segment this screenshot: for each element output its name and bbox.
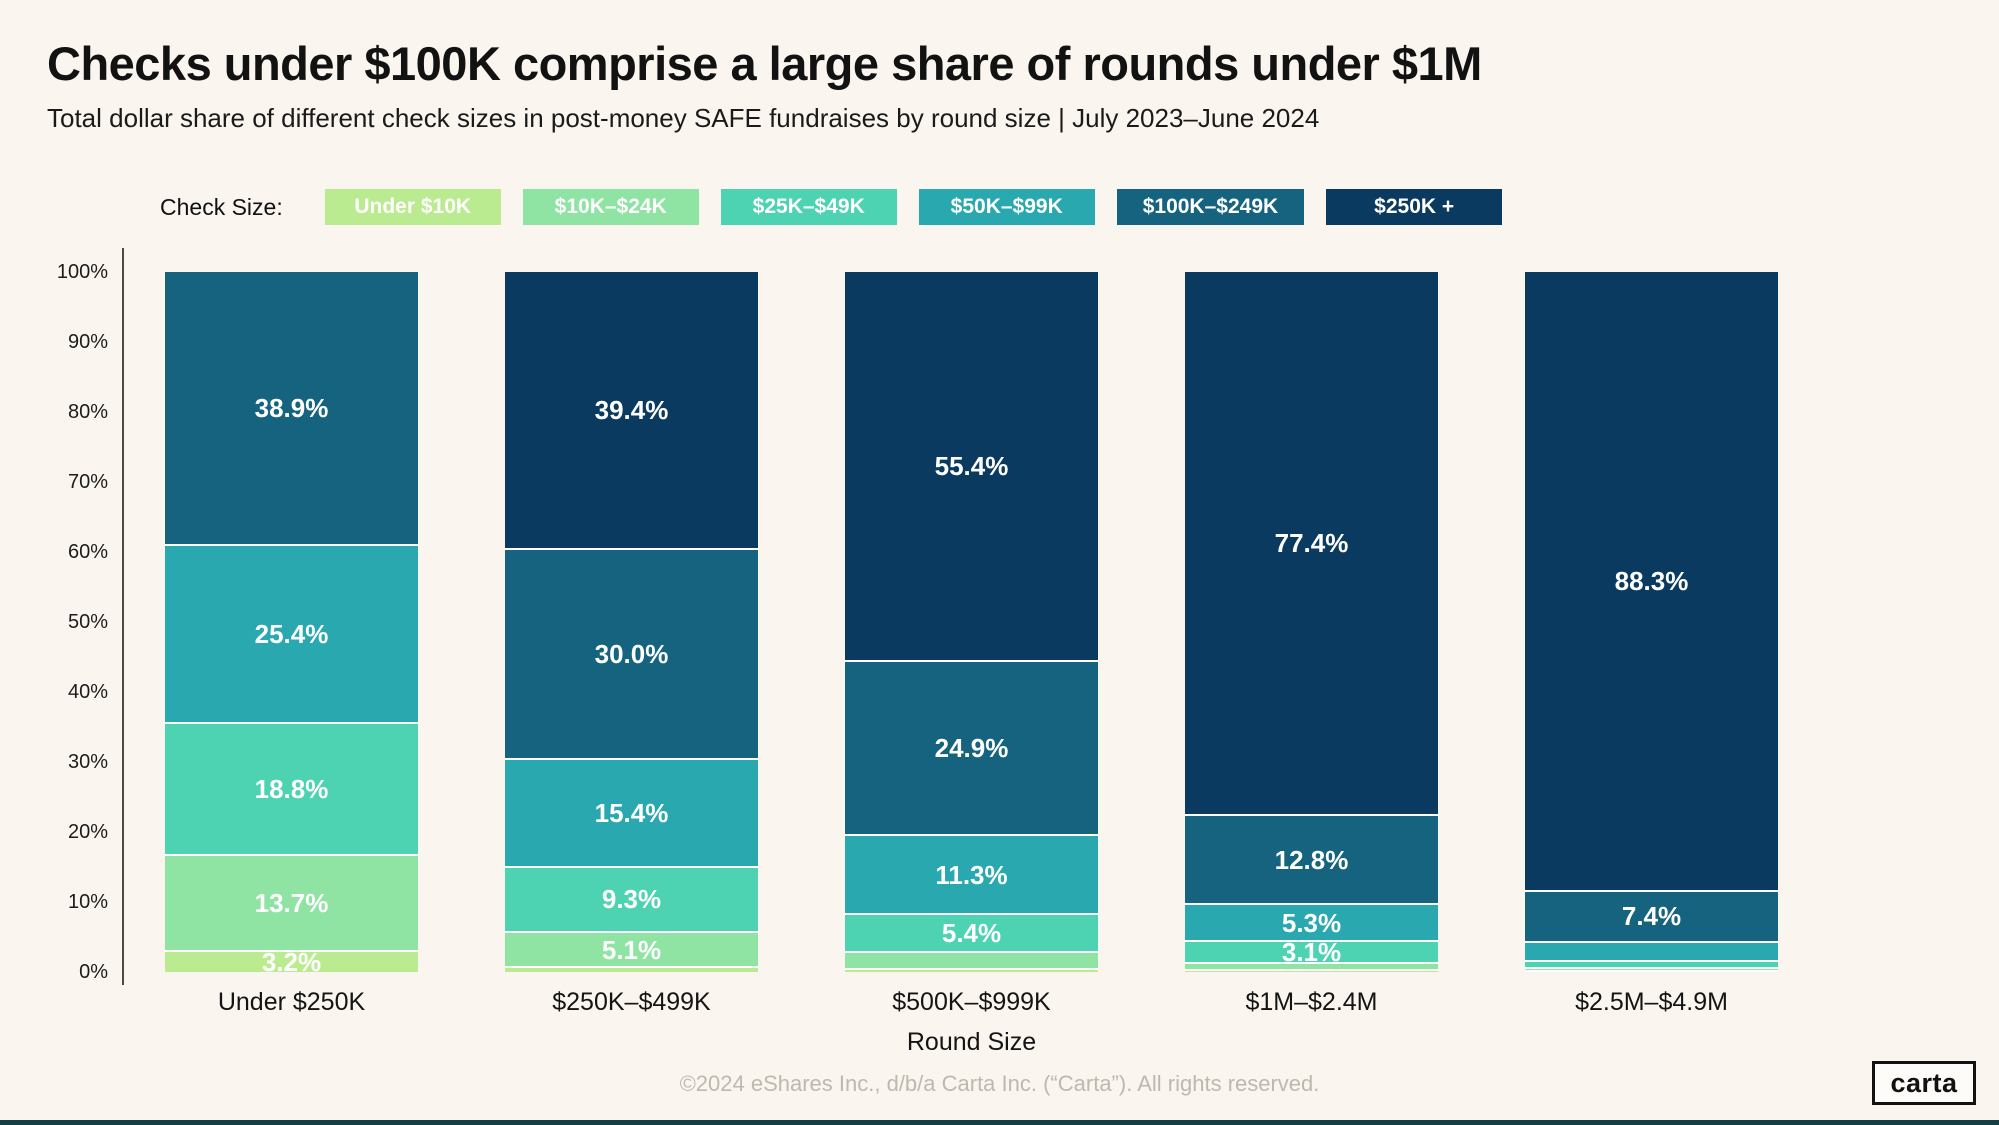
legend-chip: $250K +: [1326, 189, 1503, 225]
segment-value-label: 77.4%: [1274, 527, 1349, 558]
segment-value-label: 13.7%: [254, 887, 329, 918]
y-axis-tick-labels: 0% 10% 20% 30% 40% 50% 60% 70% 80% 90% 100%: [0, 261, 108, 983]
y-tick-label: 40%: [67, 681, 108, 703]
copyright-footer: ©2024 eShares Inc., d/b/a Carta Inc. (“C…: [679, 1071, 1320, 1096]
segment-value-label: 11.3%: [935, 859, 1008, 890]
segment-value-label: 39.4%: [594, 394, 669, 425]
x-category-label: Under $250K: [217, 988, 366, 1016]
bar-segment: 15.4%: [505, 757, 758, 866]
x-category-label: $250K–$499K: [552, 988, 711, 1016]
chart-area: 38.9% 25.4% 18.8% 13.7% 3.2% 39.4% 30.0% 15.4% 9…: [165, 272, 1778, 1017]
segment-value-label: 18.8%: [254, 773, 329, 804]
y-tick-label: 50%: [67, 611, 108, 633]
bar-segment: [845, 950, 1098, 968]
segment-value-label: 5.1%: [601, 934, 662, 965]
bar-segment: 38.9%: [165, 272, 418, 545]
bar-segment: 13.7%: [165, 853, 418, 950]
y-tick-label: 0%: [79, 961, 108, 983]
carta-logo: carta: [1872, 1061, 1976, 1105]
bar-segment: [1525, 959, 1778, 967]
x-category-label: $2.5M–$4.9M: [1575, 988, 1728, 1016]
segment-value-label: 5.3%: [1281, 907, 1342, 938]
x-category-label: $500K–$999K: [892, 988, 1051, 1016]
bar-segment: 77.4%: [1185, 272, 1438, 814]
x-category-label: $1M–$2.4M: [1245, 988, 1378, 1016]
bar-segment: 30.0%: [505, 547, 758, 758]
bar-segment: 5.1%: [505, 930, 758, 967]
segment-value-label: 24.9%: [934, 732, 1009, 763]
legend-chip: $25K–$49K: [720, 189, 897, 225]
bar-segment: 25.4%: [165, 544, 418, 723]
y-tick-label: 70%: [67, 471, 108, 493]
bar-segment: [505, 966, 758, 972]
bar-segment: 88.3%: [1525, 272, 1778, 890]
y-tick-label: 80%: [67, 401, 108, 423]
bar-segment: [1525, 941, 1778, 960]
bar-segment: [1185, 962, 1438, 970]
bar-segment: [845, 967, 1098, 972]
y-tick-label: 60%: [67, 541, 108, 563]
segment-value-label: 3.2%: [261, 946, 322, 977]
segment-value-label: 55.4%: [934, 450, 1009, 481]
legend-chip: $50K–$99K: [918, 189, 1095, 225]
bar-segment: [1525, 966, 1778, 970]
segment-value-label: 3.1%: [1281, 937, 1342, 968]
x-axis-title: Round Size: [906, 1028, 1037, 1056]
legend: Check Size: Under $10K $10K–$24K $25K–$49K…: [160, 189, 1503, 225]
segment-value-label: 9.3%: [601, 884, 662, 915]
y-tick-label: 100%: [56, 261, 108, 283]
segment-value-label: 5.4%: [941, 918, 1002, 949]
bottom-border: [0, 1120, 1999, 1125]
chart-subtitle: Total dollar share of different check si…: [47, 103, 1320, 133]
x-axis-category-labels: Under $250K $250K–$499K $500K–$999K $1M–$2.…: [165, 988, 1778, 1017]
legend-chip: Under $10K: [324, 189, 501, 225]
y-tick-label: 20%: [67, 821, 108, 843]
bar-segment: 39.4%: [505, 272, 758, 548]
bar--1m-2.4m: 77.4% 12.8% 5.3% 3.1%: [1185, 272, 1438, 972]
y-tick-label: 10%: [67, 891, 108, 913]
segment-value-label: 38.9%: [254, 393, 329, 424]
segment-value-label: 15.4%: [594, 797, 669, 828]
plot: 38.9% 25.4% 18.8% 13.7% 3.2% 39.4% 30.0% 15.4% 9…: [165, 272, 1778, 977]
bar-segment: 55.4%: [845, 272, 1098, 660]
y-axis-line: [122, 248, 124, 985]
bar-segment: 11.3%: [845, 834, 1098, 914]
legend-chip: $10K–$24K: [522, 189, 699, 225]
bar-segment: 5.4%: [845, 913, 1098, 951]
y-tick-label: 90%: [67, 331, 108, 353]
bar-segment: 3.2%: [165, 946, 418, 977]
segment-value-label: 88.3%: [1614, 565, 1689, 596]
bar-segment: 7.4%: [1525, 889, 1778, 942]
bar-segment: 24.9%: [845, 659, 1098, 835]
bar--2.5m-4.9m: 88.3% 7.4%: [1525, 272, 1778, 972]
legend-chip: $100K–$249K: [1116, 189, 1305, 225]
segment-value-label: 25.4%: [254, 619, 329, 650]
bar-segment: 5.3%: [1185, 903, 1438, 941]
bar-segment: 18.8%: [165, 722, 418, 854]
segment-value-label: 12.8%: [1274, 844, 1349, 875]
bar--250k-499k: 39.4% 30.0% 15.4% 9.3% 5.1%: [505, 272, 758, 972]
legend-title: Check Size:: [160, 193, 283, 220]
legend-chips: Under $10K $10K–$24K $25K–$49K $50K–$99K $10…: [324, 189, 1503, 225]
segment-value-label: 7.4%: [1621, 901, 1682, 932]
bar-segment: 12.8%: [1185, 813, 1438, 904]
bar-segment: 3.1%: [1185, 937, 1438, 968]
y-tick-label: 30%: [67, 751, 108, 773]
bar-segment: [1525, 970, 1778, 972]
bar-under-250k: 38.9% 25.4% 18.8% 13.7% 3.2%: [165, 272, 418, 977]
bar-segment: 9.3%: [505, 865, 758, 931]
chart-title: Checks under $100K comprise a large shar…: [47, 37, 1482, 90]
bar--500k-999k: 55.4% 24.9% 11.3% 5.4%: [845, 272, 1098, 972]
bar-segment: [1185, 969, 1438, 972]
segment-value-label: 30.0%: [594, 638, 669, 669]
